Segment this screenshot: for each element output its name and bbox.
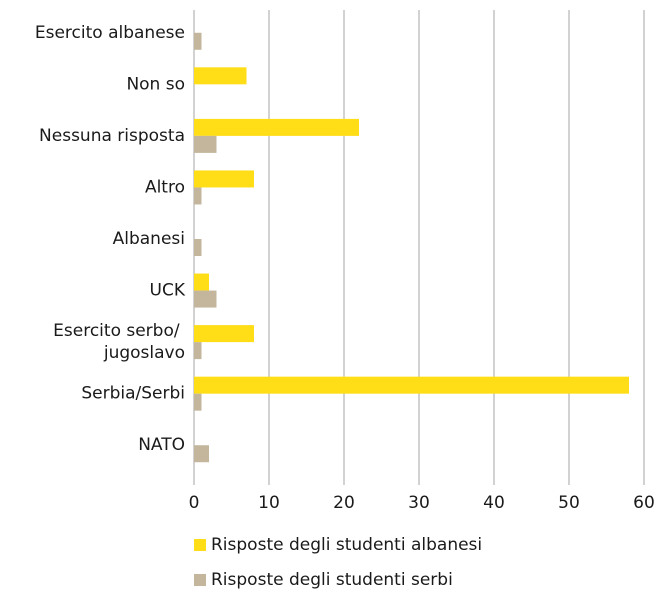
y-tick-label: Esercito albanese [35, 23, 185, 43]
bar [194, 239, 202, 256]
bar [194, 445, 209, 463]
y-tick-label: Non so [126, 74, 185, 94]
x-tick-label: 60 [633, 493, 655, 513]
y-tick-label: Serbia/Serbi [81, 384, 185, 404]
x-tick-label: 0 [189, 493, 200, 513]
bar [194, 273, 209, 291]
legend-swatch [194, 539, 206, 551]
y-tick-label: Altro [145, 177, 185, 197]
bar [194, 32, 202, 50]
bar [194, 325, 254, 343]
legend-label: Risposte degli studenti serbi [211, 570, 453, 590]
bar [194, 135, 217, 153]
bar [194, 342, 202, 360]
x-tick-label: 30 [408, 493, 430, 513]
y-tick-label: Esercito serbo/ jugoslavo [53, 321, 185, 363]
x-tick-label: 50 [558, 493, 580, 513]
bar [194, 170, 254, 188]
y-tick-label: Nessuna risposta [39, 126, 185, 146]
legend-label: Risposte degli studenti albanesi [211, 535, 482, 555]
bar [194, 118, 359, 136]
legend-swatch [194, 574, 206, 586]
y-tick-label: Albanesi [113, 229, 185, 249]
x-tick-label: 10 [258, 493, 280, 513]
x-tick-label: 20 [333, 493, 355, 513]
bar [194, 187, 202, 205]
x-tick-label: 40 [483, 493, 505, 513]
y-tick-label: UCK [150, 281, 186, 301]
bar [194, 290, 217, 308]
y-tick-label: NATO [138, 435, 185, 455]
bar [194, 67, 247, 85]
bar [194, 376, 629, 394]
bar [194, 393, 202, 411]
